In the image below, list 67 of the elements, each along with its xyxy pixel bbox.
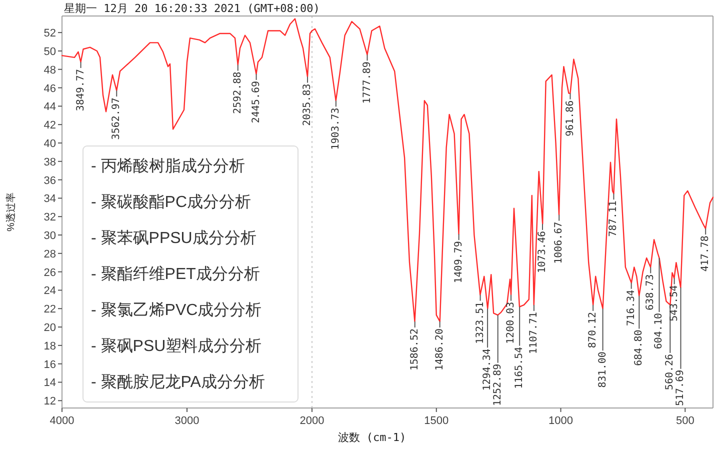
- annotation: - 聚碳酸酯PC成分分析: [91, 193, 251, 211]
- y-tick-label: 22: [44, 304, 56, 316]
- annotation: 1252.89: [492, 364, 504, 406]
- y-tick-label: 50: [44, 46, 56, 58]
- chart-title: 星期一 12月 20 16:20:33 2021 (GMT+08:00): [64, 2, 320, 15]
- y-tick-label: 18: [44, 340, 56, 352]
- annotation: 831.00: [597, 352, 608, 388]
- annotation: 543.54: [668, 285, 680, 322]
- y-tick-label: 30: [44, 230, 56, 242]
- annotation: 1323.51: [474, 302, 486, 344]
- y-tick-label: 12: [44, 396, 56, 408]
- annotation: 517.69: [675, 370, 686, 406]
- x-tick-label: 1000: [548, 415, 573, 427]
- y-tick-label: 52: [44, 28, 56, 40]
- annotation: 1165.54: [514, 346, 526, 389]
- y-tick-label: 46: [44, 82, 56, 95]
- annotation: - 聚酰胺尼龙PA成分分析: [91, 373, 265, 391]
- annotation: 3562.97: [111, 98, 122, 140]
- y-tick-label: 16: [44, 358, 56, 371]
- annotation: 961.86: [564, 100, 576, 136]
- annotation: 716.34: [626, 290, 637, 326]
- y-tick-label: 32: [44, 212, 56, 224]
- y-tick-label: 38: [44, 156, 56, 168]
- annotation: 1777.89: [362, 62, 373, 104]
- annotation: - 聚酯纤维PET成分分析: [91, 265, 260, 283]
- annotation: 1409.79: [453, 241, 464, 284]
- annotation: 1903.73: [330, 108, 342, 150]
- annotation: 604.10: [654, 313, 665, 350]
- annotation: 560.26: [664, 354, 676, 390]
- annotation: 1586.52: [409, 328, 420, 371]
- x-tick-label: 4000: [50, 415, 74, 427]
- annotation: 1294.34: [482, 348, 494, 391]
- x-axis-title: 波数 (cm-1): [338, 431, 406, 444]
- y-tick-label: 42: [44, 120, 56, 132]
- annotation: 870.12: [588, 312, 599, 348]
- annotation: 1200.03: [506, 302, 516, 344]
- annotation: 2592.88: [232, 72, 244, 114]
- y-tick-label: 36: [44, 174, 56, 187]
- annotation: 1006.67: [554, 222, 565, 264]
- y-tick-label: 24: [44, 285, 56, 298]
- y-tick-label: 20: [44, 322, 56, 334]
- annotation: 1107.71: [528, 312, 540, 354]
- x-tick-label: 3000: [174, 415, 200, 427]
- x-tick-label: 2000: [300, 415, 324, 427]
- x-tick-label: 1500: [424, 415, 449, 427]
- y-tick-label: 34: [44, 193, 56, 206]
- annotation: 2035.83: [302, 84, 314, 126]
- annotation: - 丙烯酸树脂成分分析: [91, 157, 245, 175]
- y-tick-label: 26: [44, 266, 56, 279]
- annotation: 1486.20: [434, 328, 446, 371]
- y-tick-label: 14: [44, 377, 56, 390]
- y-axis-title: %透过率: [5, 192, 17, 232]
- annotation: 684.80: [634, 330, 645, 366]
- annotation: - 聚苯砜PPSU成分分析: [91, 229, 256, 247]
- annotation: 417.78: [700, 236, 712, 272]
- annotation: 638.73: [645, 274, 656, 310]
- annotation: 787.11: [608, 200, 620, 237]
- y-tick-label: 28: [44, 248, 56, 260]
- annotation: - 聚砜PSU塑料成分分析: [91, 337, 262, 355]
- y-tick-label: 40: [44, 138, 56, 150]
- annotation: 1073.46: [536, 230, 548, 274]
- annotation: 2445.69: [250, 80, 262, 124]
- annotation: 3849.77: [75, 69, 86, 112]
- annotation: - 聚氯乙烯PVC成分分析: [91, 301, 262, 319]
- x-tick-label: 500: [676, 415, 694, 427]
- y-tick-label: 48: [44, 64, 56, 76]
- y-tick-label: 44: [44, 101, 56, 114]
